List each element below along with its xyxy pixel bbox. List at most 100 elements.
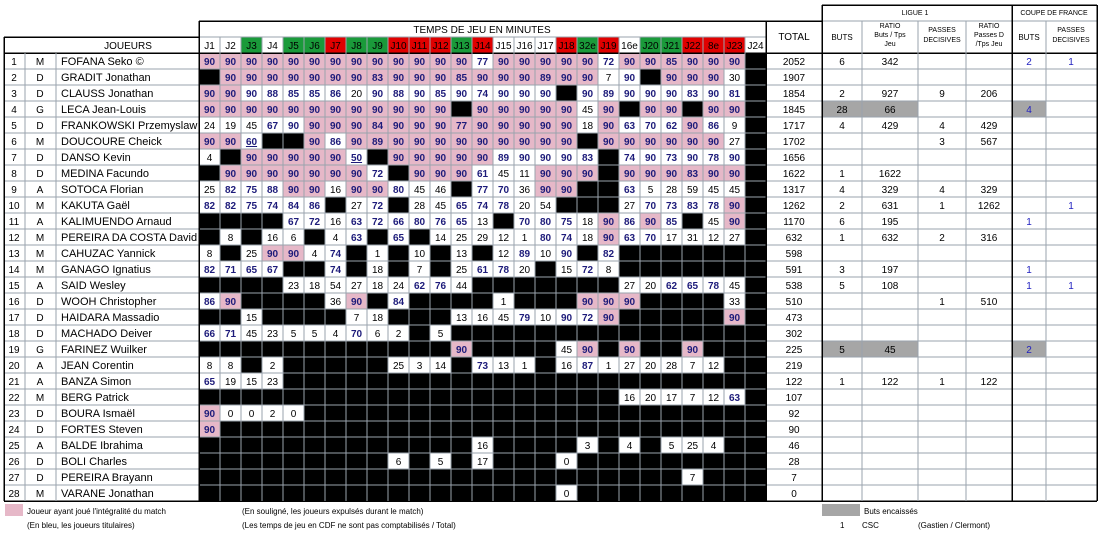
minutes-value: 1 bbox=[501, 297, 507, 308]
absent-cell bbox=[745, 53, 766, 69]
minutes-value: 13 bbox=[498, 361, 510, 372]
minutes-value: 90 bbox=[435, 121, 447, 132]
minutes-value: 90 bbox=[246, 169, 258, 180]
absent-cell bbox=[514, 341, 535, 357]
player-total: 7 bbox=[791, 473, 797, 484]
full-match-cell bbox=[430, 149, 451, 165]
minutes-value: 90 bbox=[456, 153, 468, 164]
player-name: DANSO Kevin bbox=[61, 152, 131, 164]
minutes-value: 17 bbox=[477, 457, 489, 468]
player-position: G bbox=[36, 105, 44, 116]
minutes-value: 90 bbox=[414, 169, 426, 180]
player-position: D bbox=[36, 313, 43, 324]
player-position: D bbox=[36, 409, 43, 420]
minutes-value: 83 bbox=[687, 201, 699, 212]
minutes-value: 90 bbox=[372, 105, 384, 116]
full-match-cell bbox=[283, 149, 304, 165]
l1-goal-ratio: 108 bbox=[882, 281, 899, 292]
absent-cell bbox=[556, 389, 577, 405]
minutes-value: 90 bbox=[330, 153, 342, 164]
minutes-value: 90 bbox=[645, 137, 657, 148]
absent-cell bbox=[409, 309, 430, 325]
minutes-value: 90 bbox=[246, 57, 258, 68]
minutes-value: 90 bbox=[372, 89, 384, 100]
absent-cell bbox=[304, 261, 325, 277]
ratio-goals-header: Jeu bbox=[884, 41, 895, 48]
player-total: 473 bbox=[786, 313, 803, 324]
assists-header: PASSES bbox=[928, 27, 956, 34]
absent-cell bbox=[367, 149, 388, 165]
minutes-value: 62 bbox=[666, 281, 678, 292]
cdf-goals: 4 bbox=[1026, 105, 1032, 116]
minutes-value: 90 bbox=[645, 57, 657, 68]
minutes-value: 61 bbox=[477, 169, 489, 180]
absent-cell bbox=[304, 309, 325, 325]
absent-cell bbox=[199, 485, 220, 501]
cdf-goals: 1 bbox=[1026, 265, 1032, 276]
full-match-cell bbox=[661, 53, 682, 69]
absent-cell bbox=[367, 485, 388, 501]
absent-cell bbox=[577, 405, 598, 421]
minutes-value: 89 bbox=[540, 73, 552, 84]
row-number: 20 bbox=[8, 361, 20, 372]
absent-cell bbox=[451, 325, 472, 341]
absent-cell bbox=[472, 421, 493, 437]
absent-cell bbox=[577, 389, 598, 405]
player-position: D bbox=[36, 73, 43, 84]
absent-cell bbox=[661, 405, 682, 421]
full-match-cell bbox=[682, 341, 703, 357]
absent-cell bbox=[304, 357, 325, 373]
minutes-value: 90 bbox=[729, 105, 741, 116]
full-match-cell bbox=[220, 293, 241, 309]
absent-cell bbox=[409, 389, 430, 405]
minutes-value: 65 bbox=[204, 377, 216, 388]
minutes-value: 70 bbox=[519, 217, 531, 228]
minutes-value: 66 bbox=[204, 329, 216, 340]
player-position: D bbox=[36, 457, 43, 468]
absent-cell bbox=[199, 437, 220, 453]
absent-cell bbox=[703, 261, 724, 277]
absent-cell bbox=[598, 405, 619, 421]
minutes-value: 31 bbox=[687, 233, 699, 244]
minutes-value: 1 bbox=[522, 361, 528, 372]
l1-goals: 4 bbox=[839, 121, 845, 132]
minutes-value: 89 bbox=[519, 249, 531, 260]
absent-cell bbox=[262, 485, 283, 501]
minutes-value: 90 bbox=[498, 73, 510, 84]
absent-cell bbox=[703, 293, 724, 309]
absent-cell bbox=[682, 213, 703, 229]
absent-cell bbox=[745, 325, 766, 341]
minutes-value: 18 bbox=[372, 281, 384, 292]
full-match-cell bbox=[472, 69, 493, 85]
minutes-value: 90 bbox=[351, 297, 363, 308]
minutes-value: 4 bbox=[312, 249, 318, 260]
minutes-value: 90 bbox=[456, 345, 468, 356]
match-header-label: J15 bbox=[495, 41, 512, 52]
absent-cell bbox=[598, 437, 619, 453]
absent-cell bbox=[325, 437, 346, 453]
minutes-value: 90 bbox=[645, 105, 657, 116]
minutes-value: 78 bbox=[708, 153, 720, 164]
player-total: 510 bbox=[786, 297, 803, 308]
absent-cell bbox=[451, 101, 472, 117]
minutes-value: 45 bbox=[498, 313, 510, 324]
absent-cell bbox=[409, 325, 430, 341]
absent-cell bbox=[661, 261, 682, 277]
minutes-value: 4 bbox=[207, 153, 213, 164]
player-name: BERG Patrick bbox=[61, 392, 129, 404]
minutes-value: 18 bbox=[372, 265, 384, 276]
minutes-value: 63 bbox=[624, 121, 636, 132]
minutes-value: 5 bbox=[312, 329, 318, 340]
full-match-cell bbox=[346, 117, 367, 133]
full-match-cell bbox=[409, 53, 430, 69]
absent-cell bbox=[262, 437, 283, 453]
absent-cell bbox=[262, 469, 283, 485]
match-header-label: J7 bbox=[330, 41, 341, 52]
absent-cell bbox=[577, 421, 598, 437]
absent-cell bbox=[241, 437, 262, 453]
minutes-value: 83 bbox=[687, 169, 699, 180]
absent-cell bbox=[682, 373, 703, 389]
full-match-cell bbox=[682, 117, 703, 133]
full-match-cell bbox=[388, 117, 409, 133]
minutes-value: 74 bbox=[477, 89, 489, 100]
